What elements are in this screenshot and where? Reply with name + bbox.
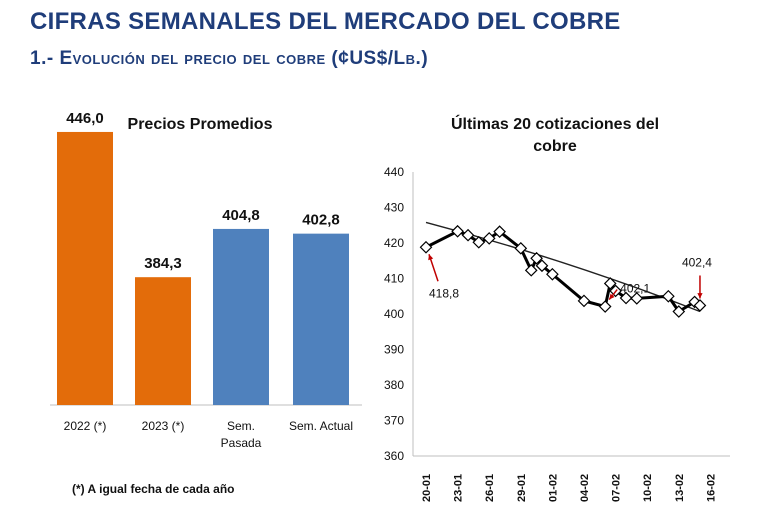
data-point-8 — [530, 251, 543, 265]
bar-value-label-1: 384,3 — [144, 255, 182, 272]
bar-2 — [213, 228, 269, 405]
callout-arrowhead-0 — [428, 254, 434, 261]
bar-0 — [57, 131, 113, 405]
page-title: CIFRAS SEMANALES DEL MERCADO DEL COBRE — [30, 8, 621, 35]
x-tick-label-1: 23-01 — [453, 474, 465, 502]
data-point-12 — [598, 300, 612, 313]
bar-3 — [293, 233, 349, 405]
data-point-20 — [693, 299, 707, 312]
data-point-5 — [493, 225, 506, 238]
footnote: (*) A igual fecha de cada año — [72, 482, 235, 496]
x-tick-label-4: 01-02 — [547, 474, 559, 502]
data-point-2 — [461, 228, 475, 242]
page-subtitle: 1.- Evolución del precio del cobre (¢US$… — [30, 48, 429, 69]
callout-label-2: 402,4 — [682, 255, 712, 269]
x-tick-label-8: 13-02 — [674, 474, 686, 502]
bar-1 — [135, 277, 191, 405]
data-point-7 — [524, 263, 538, 277]
bar-value-label-0: 446,0 — [66, 110, 104, 127]
bar-value-label-3: 402,8 — [302, 212, 340, 229]
data-point-1 — [451, 224, 464, 238]
y-tick-label-2: 380 — [384, 378, 404, 392]
bar-category-label-2-line2: Pasada — [221, 436, 262, 450]
data-point-11 — [577, 294, 591, 308]
bar-category-label-1: 2023 (*) — [142, 419, 185, 433]
data-point-0 — [419, 240, 433, 254]
bar-value-label-2: 404,8 — [222, 207, 260, 224]
y-tick-label-7: 430 — [384, 201, 404, 215]
data-point-6 — [514, 241, 528, 255]
x-tick-label-3: 29-01 — [516, 474, 528, 502]
y-tick-label-3: 390 — [384, 343, 404, 357]
data-point-10 — [546, 267, 559, 281]
callout-arrowhead-1 — [609, 293, 615, 300]
y-tick-label-1: 370 — [384, 414, 404, 428]
data-point-3 — [472, 235, 486, 249]
x-tick-label-6: 07-02 — [611, 474, 623, 502]
x-tick-label-0: 20-01 — [421, 474, 433, 502]
callout-arrowhead-2 — [697, 293, 703, 299]
y-tick-label-8: 440 — [384, 165, 404, 179]
data-point-13 — [603, 277, 617, 290]
line-chart-title-line2: cobre — [533, 138, 577, 155]
data-point-17 — [662, 289, 675, 303]
bar-category-label-2: Sem. — [227, 419, 255, 433]
x-tick-label-7: 10-02 — [642, 474, 654, 502]
data-point-15 — [619, 291, 633, 305]
y-tick-label-5: 410 — [384, 272, 404, 286]
x-tick-label-2: 26-01 — [484, 474, 496, 502]
callout-label-1: 402,1 — [620, 282, 650, 296]
y-tick-label-0: 360 — [384, 449, 404, 463]
price-line — [425, 229, 701, 314]
y-tick-label-4: 400 — [384, 307, 404, 321]
bar-category-label-0: 2022 (*) — [64, 419, 107, 433]
line-chart-title-line1: Últimas 20 cotizaciones del — [451, 114, 659, 133]
data-point-4 — [482, 232, 496, 245]
data-point-9 — [535, 259, 549, 273]
bar-category-label-3: Sem. Actual — [289, 419, 353, 433]
callout-label-0: 418,8 — [429, 286, 459, 300]
bar-chart-title: Precios Promedios — [128, 116, 273, 133]
data-point-16 — [630, 292, 644, 305]
data-point-18 — [672, 305, 686, 318]
x-tick-label-9: 16-02 — [705, 474, 717, 502]
y-tick-label-6: 420 — [384, 236, 404, 250]
x-tick-label-5: 04-02 — [579, 474, 591, 502]
